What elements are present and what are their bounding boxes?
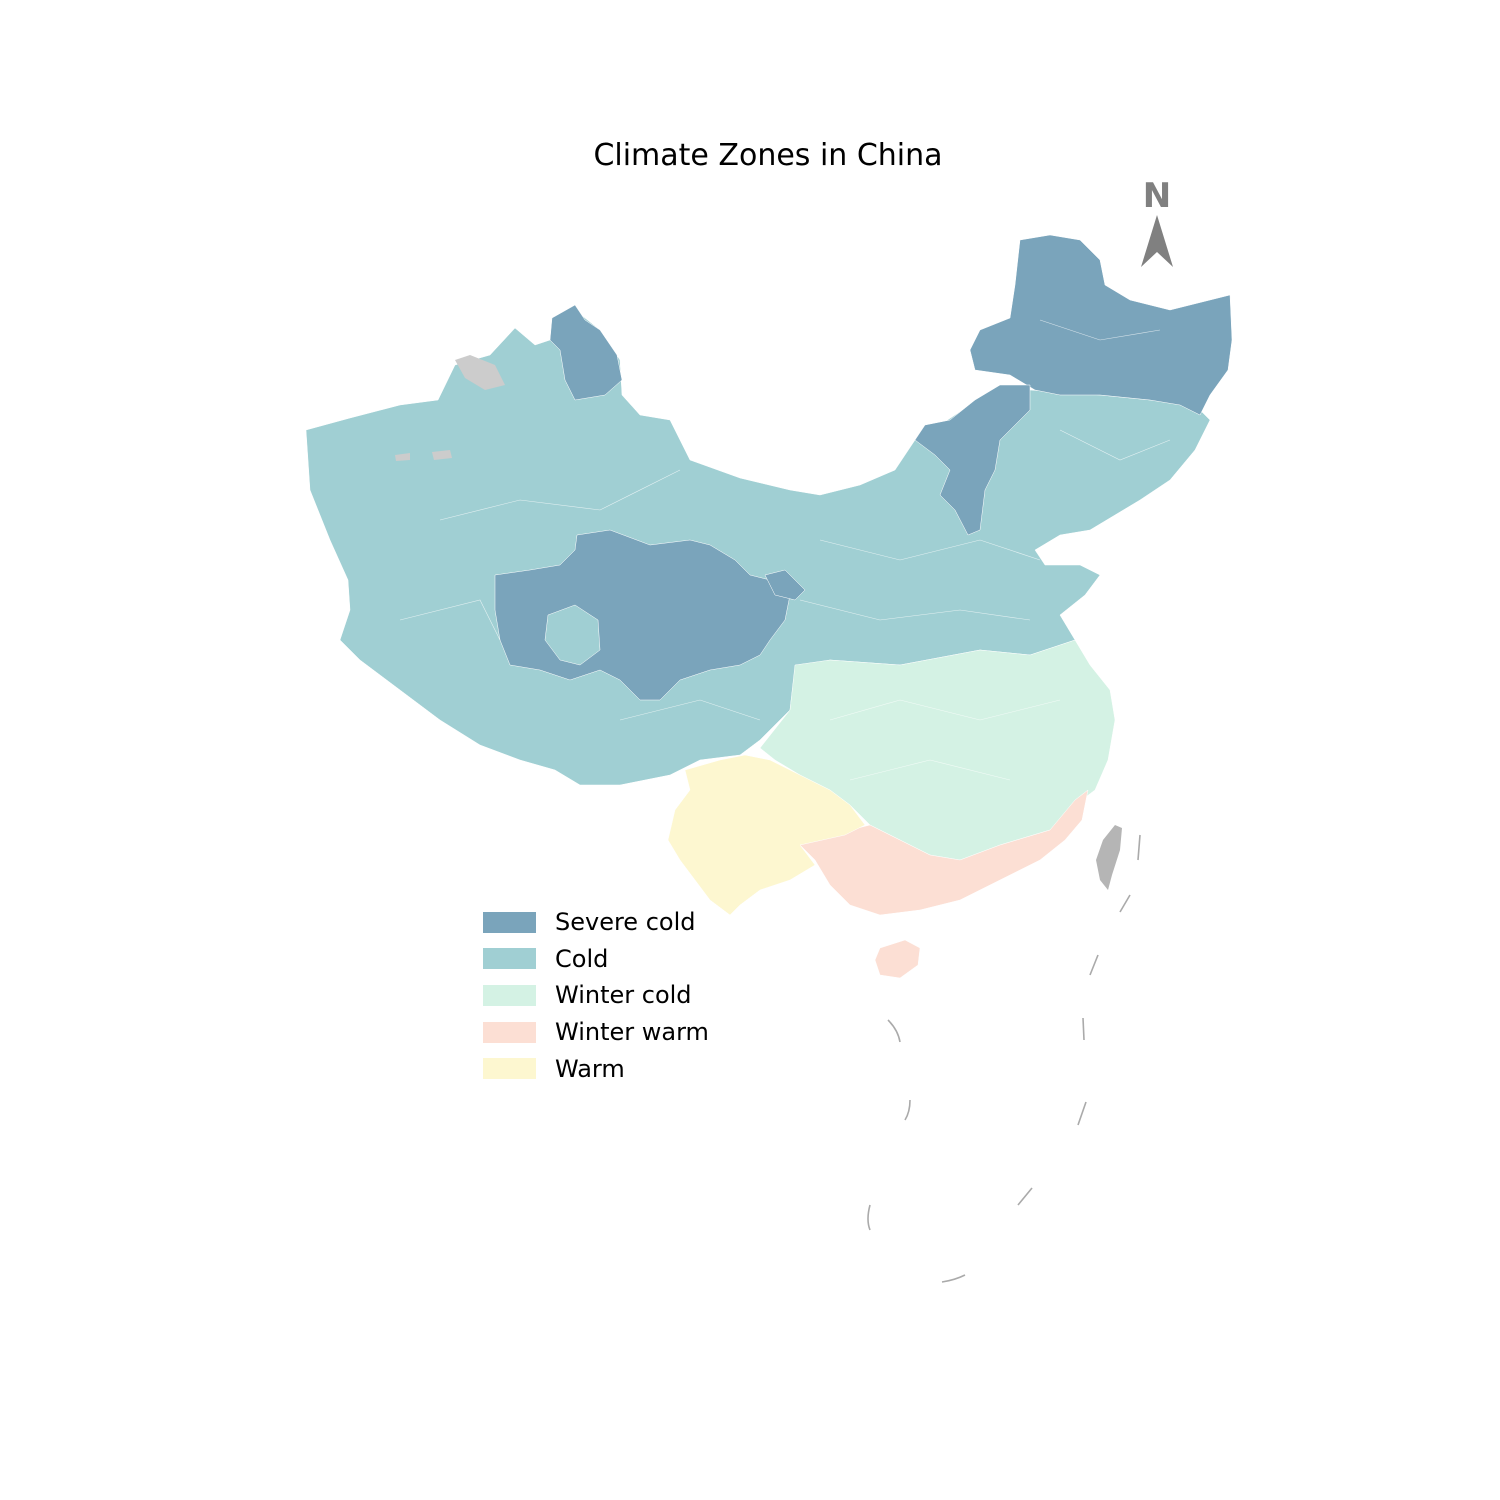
zone-severe-cold-altay [549,304,623,401]
zone-warm-region [667,754,866,916]
legend-item-cold: Cold [483,941,709,978]
legend-label-severe-cold: Severe cold [555,908,696,937]
zone-winter-warm-hainan [874,939,921,979]
legend-item-warm: Warm [483,1050,709,1087]
legend-swatch-winter-warm [483,1021,536,1043]
taiwan-island [1096,825,1122,890]
legend-item-winter-warm: Winter warm [483,1014,709,1051]
legend-swatch-cold [483,948,536,970]
internal-boundaries [399,319,1171,781]
map-title: Climate Zones in China [593,138,943,173]
legend-swatch-severe-cold [483,911,536,933]
no-data-patch [395,453,410,461]
legend-item-severe-cold: Severe cold [483,904,709,941]
north-arrow-icon [1141,215,1173,267]
no-data-patch [455,355,505,390]
legend-label-cold: Cold [555,944,609,973]
nine-dash-line [867,834,1141,1283]
zone-severe-cold-inner-mongolia [914,384,1031,536]
north-arrow-label: N [1143,176,1171,216]
legend-label-winter-warm: Winter warm [555,1018,709,1047]
zone-cold-lake-patch [544,604,601,666]
zone-winter-warm-region [799,789,1089,916]
legend: Severe cold Cold Winter cold Winter warm… [483,904,709,1087]
legend-item-winter-cold: Winter cold [483,977,709,1014]
zone-severe-cold-patch [764,569,806,601]
legend-label-winter-cold: Winter cold [555,981,692,1010]
legend-swatch-winter-cold [483,984,536,1006]
north-arrow: N [1141,176,1173,267]
legend-swatch-warm [483,1058,536,1080]
zone-severe-cold-northeast [969,234,1233,416]
no-data-patch [432,450,452,460]
legend-label-warm: Warm [555,1054,625,1083]
